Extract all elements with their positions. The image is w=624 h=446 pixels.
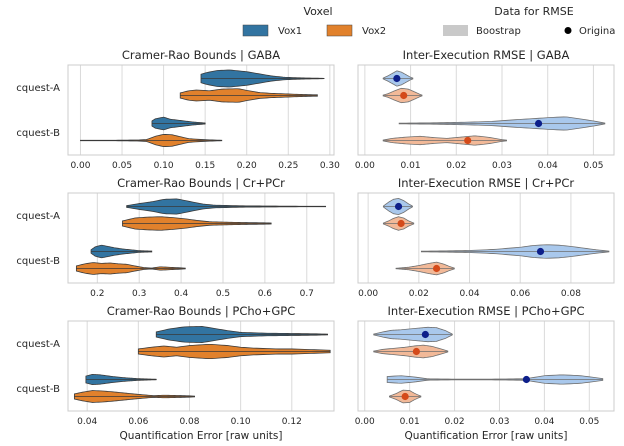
x-tick-label: 0.10 — [231, 417, 251, 427]
legend-original-marker — [564, 27, 572, 34]
x-tick-label: 0.4 — [174, 289, 189, 299]
axes-frame — [357, 192, 615, 284]
panel-title: Cramer-Rao Bounds | GABA — [122, 48, 280, 62]
original-value-marker — [401, 392, 409, 401]
y-category-label: cquest-B — [16, 384, 60, 395]
x-tick-label: 0.25 — [278, 161, 298, 171]
axes-frame — [67, 320, 335, 412]
x-tick-label: 0.00 — [358, 289, 378, 299]
x-tick-label: 0.05 — [112, 161, 132, 171]
x-tick-label: 0.06 — [128, 417, 148, 427]
legend-bootstrap-swatch — [443, 25, 468, 36]
x-tick-label: 0.02 — [409, 289, 429, 299]
panel-title: Inter-Execution RMSE | Cr+PCr — [398, 176, 575, 190]
original-value-marker — [534, 119, 543, 128]
y-category-label: cquest-A — [16, 211, 60, 222]
panel-rmse-crpcr: Inter-Execution RMSE | Cr+PCr 0.00 0.02 0.0… — [357, 176, 615, 299]
panel-crb-gaba: Cramer-Rao Bounds | GABA 0.00 0.05 0.10 0.15… — [16, 48, 340, 171]
x-tick-label: 0.02 — [446, 161, 466, 171]
x-tick-label: 0.6 — [258, 289, 273, 299]
original-value-marker — [464, 136, 472, 145]
legend-vox2-swatch — [326, 24, 353, 37]
panel-rmse-pcho: Inter-Execution RMSE | PCho+GPC 0.00 0.01 0… — [355, 304, 615, 442]
y-category-label: cquest-B — [16, 128, 60, 139]
original-value-marker — [394, 202, 403, 211]
x-tick-label: 0.04 — [77, 417, 97, 427]
legend-bootstrap-label: Boostrap — [476, 26, 521, 37]
x-axis-label: Quantification Error [raw units] — [405, 430, 568, 442]
x-tick-label: 0.00 — [70, 161, 90, 171]
x-tick-label: 0.08 — [561, 289, 581, 299]
x-tick-label: 0.5 — [216, 289, 230, 299]
x-tick-label: 0.7 — [300, 289, 314, 299]
original-value-marker — [421, 330, 429, 339]
y-category-label: cquest-B — [16, 256, 60, 267]
x-tick-label: 0.30 — [320, 161, 340, 171]
x-tick-label: 0.08 — [179, 417, 199, 427]
x-tick-label: 0.03 — [489, 417, 509, 427]
x-tick-label: 0.04 — [460, 289, 480, 299]
x-tick-label: 0.03 — [492, 161, 512, 171]
x-tick-label: 0.00 — [355, 161, 375, 171]
panel-title: Cramer-Rao Bounds | Cr+PCr — [117, 176, 285, 190]
panel-title: Inter-Execution RMSE | GABA — [403, 48, 570, 62]
x-tick-label: 0.00 — [355, 417, 375, 427]
axes-frame — [357, 320, 615, 412]
axes-frame — [67, 192, 335, 284]
x-axis-label: Quantification Error [raw units] — [120, 430, 283, 442]
panels: Cramer-Rao Bounds | GABA 0.00 0.05 0.10 0.15… — [16, 48, 615, 442]
panel-rmse-gaba: Inter-Execution RMSE | GABA 0.00 0.01 0.02 0… — [355, 48, 615, 171]
legend-voxel-title: Voxel — [303, 5, 332, 18]
legend-vox2-label: Vox2 — [362, 26, 386, 37]
x-tick-label: 0.15 — [195, 161, 215, 171]
legend-rmse: Data for RMSE Boostrap Origina — [443, 5, 615, 37]
x-tick-label: 0.05 — [583, 161, 603, 171]
legend-vox1-label: Vox1 — [278, 26, 302, 37]
x-tick-label: 0.01 — [400, 417, 420, 427]
x-tick-label: 0.04 — [538, 161, 558, 171]
x-tick-label: 0.10 — [154, 161, 174, 171]
y-category-label: cquest-A — [16, 83, 60, 94]
legend-voxel: Voxel Vox1 Vox2 — [242, 5, 386, 37]
panel-crb-pcho: Cramer-Rao Bounds | PCho+GPC 0.04 0.06 0.08… — [16, 304, 335, 442]
legend-rmse-title: Data for RMSE — [494, 5, 573, 18]
y-category-label: cquest-A — [16, 339, 60, 350]
original-value-marker — [393, 74, 401, 83]
panel-crb-crpcr: Cramer-Rao Bounds | Cr+PCr 0.2 0.3 0.4 0.5 0.… — [16, 176, 335, 299]
x-tick-label: 0.2 — [90, 289, 104, 299]
axes-frame — [357, 64, 615, 156]
x-tick-label: 0.3 — [132, 289, 146, 299]
legend-vox1-swatch — [242, 24, 269, 37]
panel-title: Inter-Execution RMSE | PCho+GPC — [388, 304, 585, 318]
x-tick-label: 0.05 — [579, 417, 599, 427]
original-value-marker — [536, 247, 545, 256]
x-tick-label: 0.02 — [445, 417, 465, 427]
axes-frame — [67, 64, 335, 156]
original-value-marker — [397, 219, 405, 228]
panel-title: Cramer-Rao Bounds | PCho+GPC — [107, 304, 295, 318]
x-tick-label: 0.01 — [401, 161, 421, 171]
original-value-marker — [412, 347, 420, 356]
x-tick-label: 0.04 — [534, 417, 554, 427]
original-value-marker — [522, 375, 531, 384]
legend-original-label: Origina — [579, 26, 615, 37]
x-tick-label: 0.12 — [282, 417, 302, 427]
original-value-marker — [432, 264, 441, 273]
x-tick-label: 0.20 — [237, 161, 257, 171]
x-tick-label: 0.06 — [510, 289, 530, 299]
original-value-marker — [400, 91, 408, 100]
